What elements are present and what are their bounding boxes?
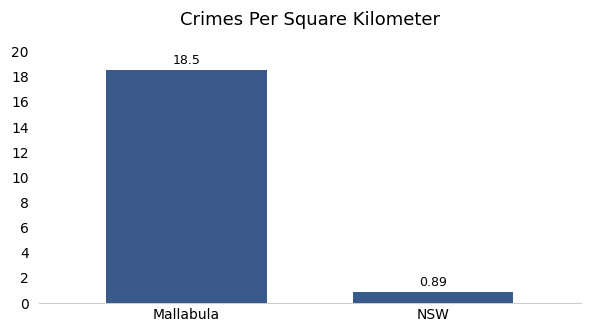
Text: 18.5: 18.5 <box>172 54 201 67</box>
Bar <box>107 71 266 303</box>
Bar <box>353 292 513 303</box>
Text: 0.89: 0.89 <box>419 276 447 289</box>
Title: Crimes Per Square Kilometer: Crimes Per Square Kilometer <box>180 11 440 29</box>
